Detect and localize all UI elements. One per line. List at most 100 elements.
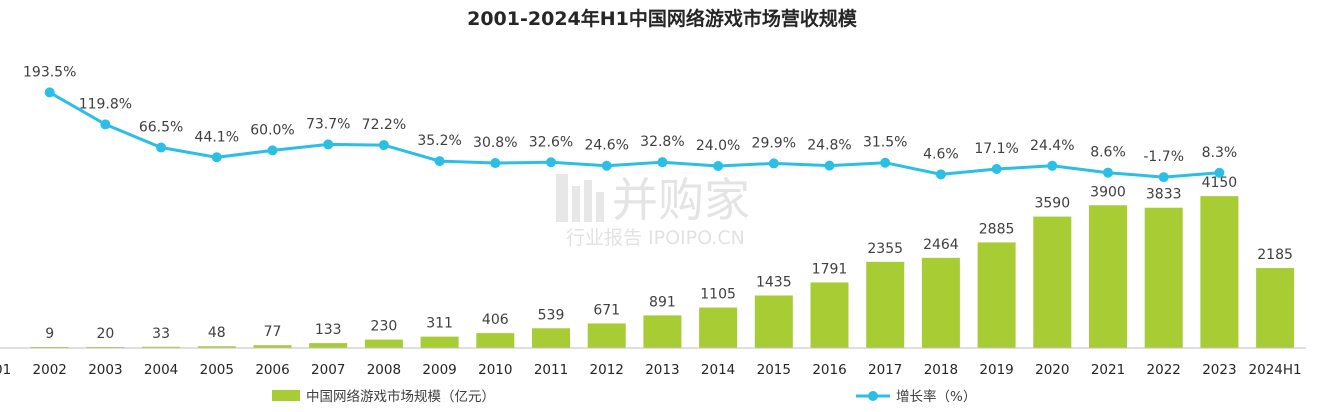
bar-2013 xyxy=(643,315,682,348)
rate-point-2015 xyxy=(768,158,779,169)
x-tick-2007: 2007 xyxy=(311,362,345,378)
rate-label-2011: 32.6% xyxy=(529,134,573,150)
bar-2016 xyxy=(810,282,849,348)
x-tick-2002: 2002 xyxy=(33,362,67,378)
bar-label-2021: 3900 xyxy=(1090,184,1126,200)
bar-label-2022: 3833 xyxy=(1146,187,1182,203)
x-tick-2017: 2017 xyxy=(868,362,902,378)
bar-label-2019: 2885 xyxy=(979,221,1015,237)
bar-label-2017: 2355 xyxy=(867,241,903,257)
rate-label-2020: 24.4% xyxy=(1030,138,1074,154)
x-tick-2016: 2016 xyxy=(812,362,846,378)
bar-2007 xyxy=(309,343,348,348)
rate-label-2019: 17.1% xyxy=(974,141,1018,157)
rate-label-2023: 8.3% xyxy=(1202,145,1238,161)
rate-point-2010 xyxy=(490,158,501,169)
rate-point-2016 xyxy=(824,160,835,171)
rate-point-2021 xyxy=(1103,167,1113,178)
x-tick-2009: 2009 xyxy=(422,362,456,378)
x-tick-2023: 2023 xyxy=(1202,362,1236,378)
rate-point-2014 xyxy=(713,160,724,171)
rate-label-2012: 24.6% xyxy=(584,138,628,154)
watermark: 并购家 行业报告 IPOIPO.CN xyxy=(556,173,750,249)
rate-point-2013 xyxy=(657,157,668,168)
watermark-logo-icon xyxy=(556,174,604,222)
bar-label-2018: 2464 xyxy=(923,237,959,253)
rate-label-2018: 4.6% xyxy=(923,146,959,162)
x-tick-labels-group: 2001 2002 2003 2004 2005 2006 2007 2008 2009 2010… xyxy=(0,362,1302,378)
legend-bar-label: 中国网络游戏市场规模（亿元） xyxy=(306,388,495,405)
rate-label-2007: 73.7% xyxy=(306,116,350,132)
x-tick-2004: 2004 xyxy=(144,362,178,378)
rate-point-2006 xyxy=(267,145,278,156)
bar-label-2009: 311 xyxy=(426,316,453,332)
rate-label-2006: 60.0% xyxy=(250,122,294,138)
rate-point-2011 xyxy=(546,157,556,168)
x-tick-2019: 2019 xyxy=(979,362,1013,378)
bar-2005 xyxy=(197,346,236,348)
x-tick-2024H1: 2024H1 xyxy=(1249,362,1302,378)
rate-label-2005: 44.1% xyxy=(195,129,239,145)
rate-label-2008: 72.2% xyxy=(362,117,406,133)
x-tick-2020: 2020 xyxy=(1035,362,1069,378)
bar-2021 xyxy=(1089,205,1127,348)
rate-point-2012 xyxy=(601,160,612,171)
x-tick-2003: 2003 xyxy=(88,362,122,378)
rate-label-2004: 66.5% xyxy=(139,120,183,136)
rate-labels-group: 193.5%119.8% 66.5% 44.1% 60.0% 73.7% 72.2% 35.… xyxy=(23,64,1237,165)
x-tick-2010: 2010 xyxy=(478,362,512,378)
x-tick-2018: 2018 xyxy=(924,362,958,378)
rate-label-2003: 119.8% xyxy=(79,96,132,112)
bar-label-2013: 891 xyxy=(649,294,676,310)
bar-2011 xyxy=(532,328,570,348)
rate-point-2009 xyxy=(434,156,445,167)
x-tick-2006: 2006 xyxy=(255,362,289,378)
bars-group xyxy=(30,196,1295,348)
rate-label-2010: 30.8% xyxy=(473,135,517,151)
bar-2010 xyxy=(476,333,515,348)
x-tick-2008: 2008 xyxy=(367,362,401,378)
bar-2019 xyxy=(977,242,1016,348)
x-tick-2022: 2022 xyxy=(1147,362,1181,378)
rate-point-2023 xyxy=(1214,167,1225,178)
bar-2020 xyxy=(1033,216,1072,348)
bar-label-2008: 230 xyxy=(371,319,398,335)
x-tick-2015: 2015 xyxy=(757,362,791,378)
bar-2018 xyxy=(921,257,960,348)
rate-label-2021: 8.6% xyxy=(1090,145,1126,161)
rate-point-2022 xyxy=(1158,172,1169,183)
rate-point-2020 xyxy=(1047,160,1058,171)
rate-label-2013: 32.8% xyxy=(640,134,684,150)
bar-label-2010: 406 xyxy=(482,312,509,328)
bar-label-2014: 1105 xyxy=(700,287,736,303)
legend-line-dot xyxy=(868,391,878,401)
bar-label-2007: 133 xyxy=(315,322,342,338)
bar-label-2011: 539 xyxy=(538,307,565,323)
bar-2017 xyxy=(866,261,905,348)
rate-label-2022: -1.7% xyxy=(1143,149,1184,165)
bar-label-2012: 671 xyxy=(593,302,620,318)
bar-label-2003: 20 xyxy=(96,326,114,342)
rate-point-2003 xyxy=(100,119,111,130)
rate-point-2017 xyxy=(880,157,891,168)
x-tick-2014: 2014 xyxy=(701,362,735,378)
x-tick-2001: 2001 xyxy=(0,362,11,378)
x-tick-2005: 2005 xyxy=(200,362,234,378)
bar-label-2005: 48 xyxy=(208,325,226,341)
legend-line-label: 增长率（%） xyxy=(896,388,976,405)
rate-line-group xyxy=(48,91,1220,179)
bar-2008 xyxy=(364,339,403,348)
rate-point-2018 xyxy=(935,169,946,180)
rate-point-2019 xyxy=(991,163,1002,174)
watermark-tagline: 行业报告 IPOIPO.CN xyxy=(566,227,745,249)
watermark-brand: 并购家 xyxy=(612,173,750,227)
bar-2023 xyxy=(1200,196,1239,348)
bar-label-2016: 1791 xyxy=(812,261,848,277)
rate-label-2016: 24.8% xyxy=(807,138,851,154)
bar-2004 xyxy=(142,346,181,348)
bar-labels-group: 9 20 33 48 77 133 230 311 406 539 671 891 1105 1435 17… xyxy=(45,175,1293,342)
rate-label-2009: 35.2% xyxy=(417,133,461,149)
bar-2012 xyxy=(587,323,626,348)
chart-title: 2001-2024年H1中国网络游戏市场营收规模 xyxy=(467,8,857,30)
